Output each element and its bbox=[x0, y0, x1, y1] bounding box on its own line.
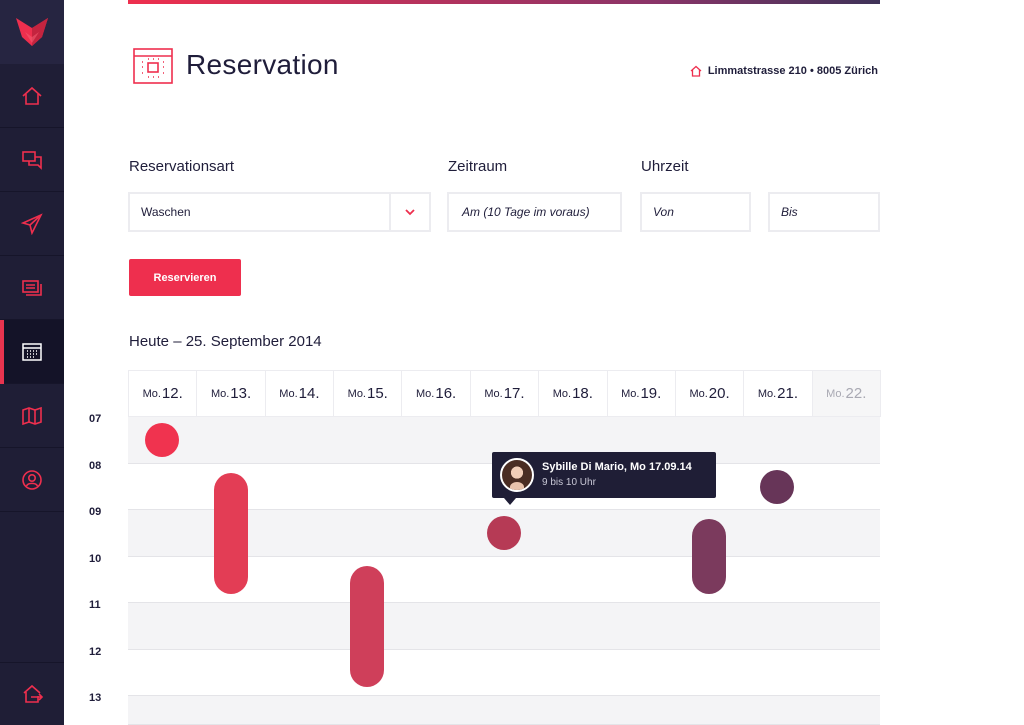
day-header[interactable]: Mo. 16. bbox=[401, 370, 471, 417]
reservation-event[interactable] bbox=[486, 516, 521, 551]
from-time-placeholder: Von bbox=[653, 205, 674, 219]
day-header[interactable]: Mo. 14. bbox=[264, 370, 335, 417]
today-heading: Heute – 25. September 2014 bbox=[129, 333, 322, 350]
day-number: 12. bbox=[161, 385, 183, 402]
day-prefix: Mo. bbox=[210, 387, 230, 400]
calendar-icon bbox=[133, 48, 173, 84]
reservation-event[interactable] bbox=[213, 472, 248, 594]
hour-label: 07 bbox=[89, 413, 102, 425]
from-time-input[interactable]: Von bbox=[640, 192, 751, 232]
hour-row[interactable] bbox=[128, 649, 880, 696]
reservation-event[interactable] bbox=[145, 423, 180, 458]
avatar bbox=[500, 458, 534, 492]
day-prefix: Mo. bbox=[279, 387, 298, 400]
to-time-placeholder: Bis bbox=[781, 205, 798, 219]
top-accent-line bbox=[128, 0, 880, 4]
reserve-button[interactable]: Reservieren bbox=[129, 259, 241, 296]
tooltip-time: 9 bis 10 Uhr bbox=[542, 477, 596, 488]
day-number: 15. bbox=[367, 385, 388, 402]
day-number: 19. bbox=[640, 385, 662, 402]
event-tooltip: Sybille Di Mario, Mo 17.09.14 9 bis 10 U… bbox=[492, 452, 716, 505]
hour-label: 09 bbox=[89, 506, 102, 518]
day-prefix: Mo. bbox=[142, 387, 161, 400]
hour-label: 13 bbox=[89, 692, 102, 704]
day-number: 20. bbox=[708, 385, 730, 402]
chat-bubbles-icon bbox=[22, 150, 42, 170]
day-header[interactable]: Mo. 12. bbox=[128, 370, 198, 417]
calendar-icon bbox=[22, 342, 42, 361]
hour-row[interactable] bbox=[128, 603, 880, 650]
period-select[interactable]: Am (10 Tage im voraus) bbox=[447, 192, 622, 232]
day-prefix: Mo. bbox=[347, 387, 366, 400]
day-prefix: Mo. bbox=[689, 387, 708, 400]
day-header[interactable]: Mo. 21. bbox=[743, 370, 813, 417]
day-number: 16. bbox=[435, 385, 457, 402]
logout-house-icon bbox=[23, 684, 44, 703]
hour-label: 08 bbox=[89, 459, 102, 472]
hour-row[interactable] bbox=[128, 696, 880, 725]
day-header[interactable]: Mo. 13. bbox=[196, 370, 266, 417]
map-icon bbox=[22, 406, 42, 425]
day-header[interactable]: Mo. 18. bbox=[538, 370, 608, 417]
sidebar-item-cards[interactable] bbox=[0, 256, 64, 320]
day-number: 13. bbox=[230, 385, 252, 402]
day-number: 22. bbox=[845, 385, 867, 402]
sidebar-item-map[interactable] bbox=[0, 384, 64, 448]
sidebar-item-send[interactable] bbox=[0, 192, 64, 256]
period-value: Am (10 Tage im voraus) bbox=[462, 205, 590, 219]
home-icon bbox=[22, 86, 42, 105]
day-number: 14. bbox=[298, 385, 320, 402]
sidebar-item-profile[interactable] bbox=[0, 448, 64, 512]
dropdown-toggle[interactable] bbox=[389, 194, 429, 230]
logout-button[interactable] bbox=[0, 662, 64, 725]
day-prefix: Mo. bbox=[416, 387, 435, 400]
day-number: 21. bbox=[777, 385, 799, 402]
day-number: 17. bbox=[503, 385, 525, 402]
period-label: Zeitraum bbox=[448, 158, 508, 175]
day-prefix: Mo. bbox=[484, 387, 503, 400]
sidebar bbox=[0, 0, 64, 725]
chevron-down-icon bbox=[405, 208, 415, 215]
hour-label: 12 bbox=[89, 645, 102, 658]
reservation-event[interactable] bbox=[350, 565, 385, 687]
sidebar-item-messages[interactable] bbox=[0, 128, 64, 192]
tooltip-name: Sybille Di Mario, Mo 17.09.14 bbox=[542, 461, 692, 473]
reservation-event[interactable] bbox=[760, 469, 795, 504]
time-label: Uhrzeit bbox=[641, 158, 689, 175]
day-prefix: Mo. bbox=[621, 387, 640, 400]
paper-plane-icon bbox=[21, 212, 43, 235]
page-title: Reservation bbox=[186, 49, 339, 80]
day-header[interactable]: Mo. 19. bbox=[606, 370, 676, 417]
reservation-event[interactable] bbox=[692, 519, 727, 594]
hour-label: 10 bbox=[89, 552, 102, 565]
day-header[interactable]: Mo. 22. bbox=[811, 370, 881, 417]
home-icon bbox=[690, 65, 702, 77]
address: Limmatstrasse 210 • 8005 Zürich bbox=[690, 65, 878, 77]
day-header[interactable]: Mo. 20. bbox=[674, 370, 745, 417]
user-profile-icon bbox=[22, 469, 42, 490]
day-prefix: Mo. bbox=[826, 387, 845, 400]
reservation-type-value: Waschen bbox=[141, 205, 191, 219]
day-prefix: Mo. bbox=[552, 387, 572, 400]
stacked-cards-icon bbox=[22, 279, 42, 296]
day-number: 18. bbox=[572, 385, 593, 402]
hour-row[interactable] bbox=[128, 556, 880, 603]
reservation-type-select[interactable]: Waschen bbox=[128, 192, 431, 232]
sidebar-item-home[interactable] bbox=[0, 64, 64, 128]
logo[interactable] bbox=[0, 0, 64, 64]
hour-label: 11 bbox=[89, 599, 101, 611]
address-text: Limmatstrasse 210 • 8005 Zürich bbox=[707, 65, 878, 77]
to-time-input[interactable]: Bis bbox=[768, 192, 880, 232]
sidebar-item-reservation[interactable] bbox=[0, 320, 64, 384]
day-prefix: Mo. bbox=[757, 387, 777, 400]
reservation-type-label: Reservationsart bbox=[129, 158, 235, 175]
day-header[interactable]: Mo. 17. bbox=[469, 370, 540, 417]
day-header[interactable]: Mo. 15. bbox=[333, 370, 403, 417]
fox-logo-icon bbox=[16, 18, 48, 46]
